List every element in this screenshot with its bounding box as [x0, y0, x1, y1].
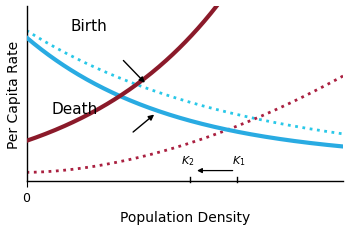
Text: Death: Death: [52, 101, 98, 116]
Text: Birth: Birth: [71, 19, 107, 34]
Text: $K_2$: $K_2$: [181, 154, 195, 167]
X-axis label: Population Density: Population Density: [120, 210, 250, 224]
Y-axis label: Per Capita Rate: Per Capita Rate: [7, 40, 21, 148]
Text: $K_1$: $K_1$: [232, 154, 245, 167]
